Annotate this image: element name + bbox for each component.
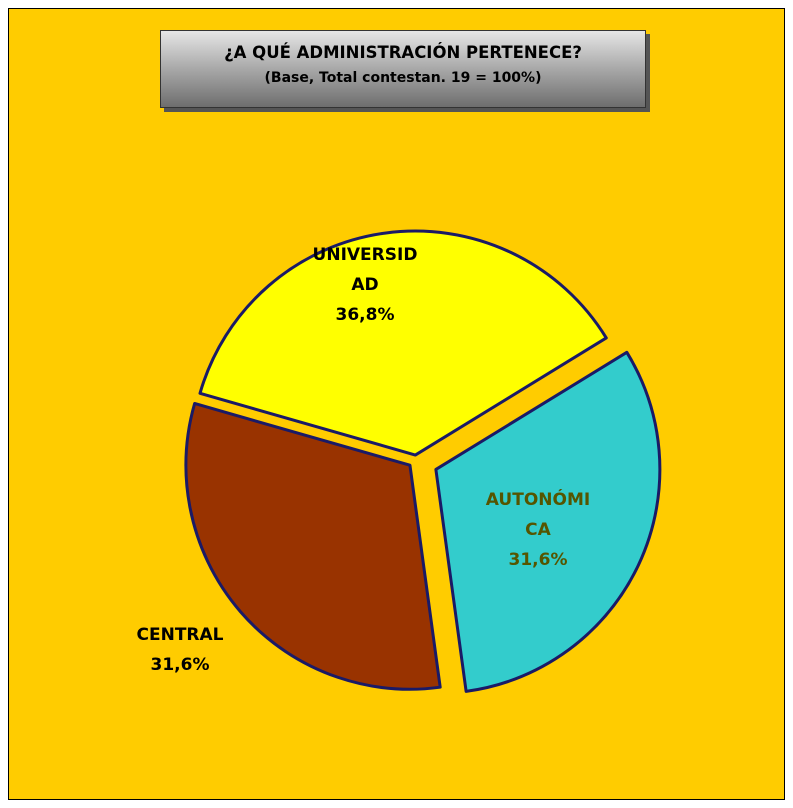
slice-label: AUTONÓMICA 31,6%: [484, 485, 592, 575]
slice-value: 31,6%: [508, 550, 568, 570]
chart-subtitle: (Base, Total contestan. 19 = 100%): [264, 70, 542, 86]
slice-name: AUTONÓMICA: [485, 490, 591, 540]
chart-title: ¿A QUÉ ADMINISTRACIÓN PERTENECE?: [224, 43, 582, 62]
pie-slice: [198, 229, 608, 457]
pie-slice: [184, 401, 442, 691]
pie-slice: [434, 350, 662, 693]
slice-name: CENTRAL: [136, 625, 224, 645]
slice-label: CENTRAL 31,6%: [105, 620, 255, 680]
slice-value: 31,6%: [150, 655, 210, 675]
title-box: ¿A QUÉ ADMINISTRACIÓN PERTENECE? (Base, …: [160, 30, 646, 108]
slice-name: UNIVERSIDAD: [312, 245, 418, 295]
slice-label: UNIVERSIDAD 36,8%: [311, 240, 419, 330]
slice-value: 36,8%: [335, 305, 395, 325]
